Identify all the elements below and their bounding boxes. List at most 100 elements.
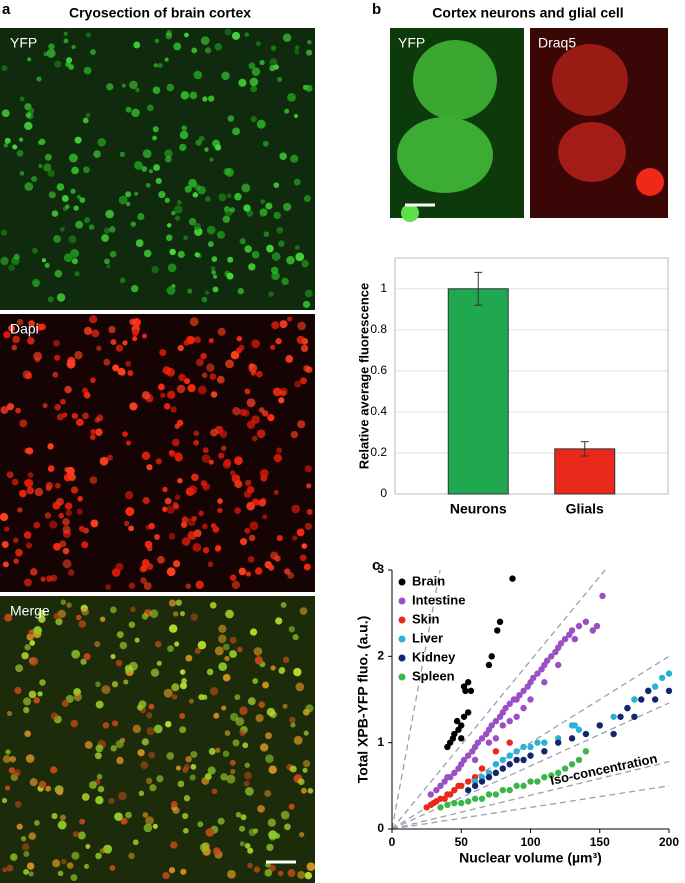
- cell: [50, 712, 59, 720]
- cell: [212, 847, 221, 855]
- cell: [28, 690, 37, 699]
- point: [520, 782, 527, 790]
- cell: [171, 438, 180, 447]
- cell: [26, 862, 35, 870]
- cell: [66, 862, 74, 869]
- cell: [248, 534, 256, 542]
- cell: [244, 388, 251, 395]
- cell: [268, 765, 277, 774]
- cell: [155, 458, 162, 465]
- point: [485, 739, 493, 746]
- cell: [171, 210, 176, 216]
- cell: [129, 318, 136, 326]
- cell: [119, 641, 128, 650]
- cell: [188, 178, 197, 188]
- cell: [29, 640, 36, 646]
- cell: [71, 649, 81, 659]
- panel-title: Cryosection of brain cortex: [69, 5, 251, 21]
- cell: [44, 153, 52, 161]
- cell: [95, 700, 104, 709]
- cell: [173, 42, 182, 51]
- cell: [146, 464, 153, 471]
- point: [624, 704, 631, 712]
- cell: [166, 752, 175, 760]
- cell: [152, 86, 161, 95]
- cell: [70, 719, 79, 728]
- cell: [271, 252, 281, 261]
- cell: [288, 803, 295, 810]
- cell: [66, 57, 73, 64]
- cell: [37, 609, 46, 618]
- cell: [74, 271, 80, 277]
- cell: [254, 656, 263, 665]
- cell: [74, 136, 82, 144]
- cell: [108, 325, 116, 334]
- cell: [245, 571, 252, 577]
- cell: [176, 384, 186, 394]
- point: [458, 782, 465, 790]
- cell: [4, 526, 10, 532]
- cell: [283, 202, 292, 212]
- point: [455, 726, 462, 733]
- cell: [135, 239, 144, 247]
- cell: [150, 668, 160, 677]
- cell: [302, 300, 311, 308]
- cell: [66, 602, 72, 608]
- cell: [185, 654, 193, 662]
- cell: [299, 377, 307, 385]
- cell: [247, 697, 256, 706]
- cell: [234, 456, 243, 466]
- panel-label: b: [372, 1, 381, 18]
- cell: [177, 477, 183, 484]
- point: [437, 804, 444, 811]
- cell: [81, 793, 90, 801]
- cell: [275, 338, 282, 345]
- cell: [13, 558, 19, 564]
- cell: [302, 759, 311, 768]
- cell: [253, 647, 263, 656]
- cell: [305, 704, 314, 713]
- image-label: Dapi: [10, 321, 39, 337]
- cell: [287, 869, 296, 877]
- point: [534, 670, 541, 677]
- cell: [280, 601, 287, 608]
- cell: [235, 811, 242, 818]
- cell: [268, 291, 274, 297]
- cell: [248, 62, 256, 69]
- cell: [206, 225, 216, 235]
- cell: [213, 274, 218, 279]
- point: [464, 709, 472, 716]
- cell: [165, 234, 173, 242]
- cell: [266, 707, 276, 717]
- cell: [22, 697, 32, 706]
- cell: [119, 151, 126, 158]
- cell: [201, 296, 208, 303]
- cell: [272, 387, 282, 397]
- cell: [125, 811, 132, 819]
- point: [599, 592, 606, 600]
- cell: [292, 634, 299, 641]
- cell: [95, 744, 104, 753]
- cell: [304, 289, 313, 298]
- cell: [204, 47, 212, 54]
- cell: [85, 112, 91, 118]
- cell: [46, 48, 56, 58]
- error-bar: [580, 441, 589, 457]
- cell: [286, 256, 295, 265]
- cell: [27, 472, 34, 479]
- cell: [49, 520, 58, 529]
- cell: [303, 730, 309, 736]
- point: [548, 772, 555, 779]
- cell: [184, 185, 192, 193]
- cell: [170, 406, 177, 413]
- cell: [74, 350, 83, 360]
- cell: [56, 788, 64, 796]
- cell: [244, 842, 251, 849]
- cell: [262, 140, 269, 147]
- cell: [174, 494, 181, 500]
- cell: [194, 647, 201, 654]
- cell: [9, 755, 16, 763]
- cell: [270, 45, 277, 51]
- cell: [130, 221, 136, 227]
- cell: [31, 247, 38, 254]
